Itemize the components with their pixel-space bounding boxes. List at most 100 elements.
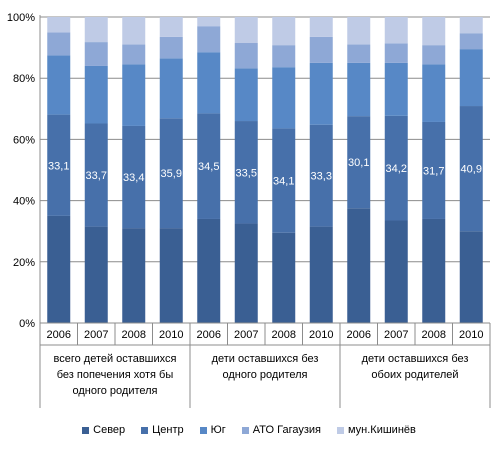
- bar-2-12: [459, 106, 483, 232]
- legend-item: Юг: [199, 424, 226, 436]
- bar-3-6: [234, 68, 258, 122]
- bar-5-5: [197, 17, 221, 27]
- x-tick-label: 2008: [122, 329, 146, 341]
- legend-item: мун.Кишинёв: [336, 424, 416, 436]
- bar-4-6: [234, 43, 258, 69]
- bar-1-7: [272, 232, 296, 323]
- data-label: 33,7: [86, 170, 107, 182]
- bar-1-5: [197, 218, 221, 323]
- bar-4-12: [459, 33, 483, 50]
- bar-3-5: [197, 52, 221, 114]
- bar-5-12: [459, 17, 483, 34]
- y-tick-label: 40%: [13, 196, 35, 208]
- bar-1-4: [159, 228, 183, 323]
- data-label: 33,1: [48, 160, 69, 172]
- bar-5-6: [234, 17, 258, 44]
- bar-4-1: [47, 32, 71, 56]
- bar-5-2: [84, 17, 108, 43]
- bar-2-4: [159, 118, 183, 229]
- bar-5-7: [272, 17, 296, 46]
- bar-2-5: [197, 113, 221, 219]
- bar-1-6: [234, 223, 258, 323]
- legend-swatch: [82, 426, 90, 434]
- y-tick-label: 60%: [13, 134, 35, 146]
- y-tick-label: 20%: [13, 257, 35, 269]
- x-tick-label: 2006: [197, 329, 221, 341]
- bar-5-11: [422, 17, 446, 46]
- data-label: 31,7: [423, 165, 444, 177]
- bar-1-9: [347, 208, 371, 323]
- legend-swatch: [336, 426, 344, 434]
- x-tick-label: 2006: [47, 329, 71, 341]
- x-tick-label: 2010: [159, 329, 183, 341]
- group-label: без попечения хотя бы: [57, 369, 174, 381]
- bar-3-4: [159, 58, 183, 119]
- legend-label: Юг: [210, 424, 226, 436]
- bar-4-10: [384, 43, 408, 63]
- data-label: 40,9: [461, 164, 482, 176]
- bar-3-3: [122, 64, 146, 126]
- data-label: 34,1: [273, 176, 294, 188]
- bar-5-8: [309, 17, 333, 37]
- legend-item: АТО Гагаузия: [241, 424, 321, 436]
- bar-3-11: [422, 64, 446, 122]
- bar-4-3: [122, 44, 146, 65]
- bar-5-3: [122, 17, 146, 45]
- bar-3-2: [84, 65, 108, 124]
- x-tick-label: 2008: [422, 329, 446, 341]
- legend-label: Север: [93, 424, 126, 436]
- data-label: 33,5: [236, 167, 257, 179]
- legend-label: мун.Кишинёв: [347, 424, 416, 436]
- bar-4-11: [422, 45, 446, 65]
- bar-1-8: [309, 226, 333, 323]
- data-label: 34,2: [386, 163, 407, 175]
- bar-3-12: [459, 49, 483, 107]
- bar-1-3: [122, 228, 146, 323]
- legend-label: Центр: [152, 424, 184, 436]
- bar-4-8: [309, 36, 333, 63]
- chart-plot: 0% 20% 40% 60% 80% 100% 33,1 33,7 33,4 35,9 34,5 33…: [7, 12, 491, 408]
- x-tick-label: 2006: [347, 329, 371, 341]
- x-tick-label: 2007: [384, 329, 408, 341]
- bar-2-3: [122, 125, 146, 229]
- legend-label: АТО Гагаузия: [252, 424, 321, 436]
- bar-1-2: [84, 226, 108, 323]
- legend-swatch: [241, 426, 249, 434]
- group-label: дети оставшихся без: [362, 353, 469, 365]
- x-tick-label: 2007: [234, 329, 258, 341]
- bar-2-9: [347, 116, 371, 209]
- group-label: одного родителя: [72, 385, 157, 397]
- group-label: всего детей оставшихся: [54, 353, 177, 365]
- group-label: дети оставшихся без: [212, 353, 319, 365]
- bar-4-5: [197, 26, 221, 53]
- legend-item: Север: [82, 424, 125, 436]
- bar-2-2: [84, 123, 108, 227]
- group-label: одного родителя: [222, 369, 307, 381]
- bar-2-11: [422, 121, 446, 219]
- bar-1-1: [47, 215, 71, 323]
- bar-1-12: [459, 231, 483, 323]
- y-tick-label: 80%: [13, 73, 35, 85]
- legend-swatch: [141, 426, 149, 434]
- bar-4-2: [84, 42, 108, 66]
- bar-2-1: [47, 114, 71, 216]
- bar-3-8: [309, 62, 333, 125]
- data-label: 34,5: [198, 161, 219, 173]
- bar-1-10: [384, 220, 408, 323]
- bar-3-10: [384, 62, 408, 116]
- bar-2-7: [272, 128, 296, 233]
- bar-4-4: [159, 36, 183, 59]
- legend-swatch: [199, 426, 207, 434]
- y-tick-label: 100%: [7, 12, 35, 24]
- data-label: 35,9: [161, 168, 182, 180]
- x-tick-label: 2010: [309, 329, 333, 341]
- group-label: обоих родителей: [371, 369, 458, 381]
- bar-1-11: [422, 218, 446, 323]
- data-label: 33,4: [123, 172, 144, 184]
- x-tick-label: 2007: [84, 329, 108, 341]
- bar-4-9: [347, 44, 371, 63]
- bar-3-9: [347, 62, 371, 117]
- bar-5-4: [159, 17, 183, 37]
- bar-2-6: [234, 121, 258, 224]
